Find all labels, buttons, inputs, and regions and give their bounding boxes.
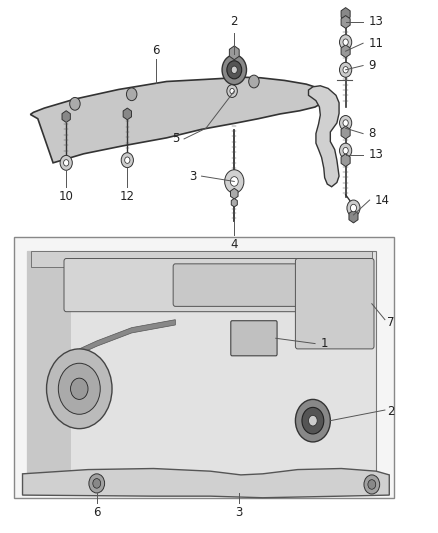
- Polygon shape: [231, 198, 237, 207]
- Circle shape: [343, 120, 348, 126]
- Polygon shape: [79, 320, 175, 354]
- Text: 13: 13: [368, 148, 383, 161]
- Polygon shape: [341, 154, 350, 166]
- Polygon shape: [62, 111, 71, 123]
- FancyBboxPatch shape: [64, 259, 308, 312]
- Text: 5: 5: [172, 132, 180, 146]
- Text: 10: 10: [59, 190, 74, 204]
- Circle shape: [347, 200, 360, 216]
- Circle shape: [339, 143, 352, 158]
- Circle shape: [368, 480, 376, 489]
- Circle shape: [127, 88, 137, 101]
- FancyBboxPatch shape: [231, 321, 277, 356]
- Circle shape: [125, 157, 130, 164]
- Circle shape: [46, 349, 112, 429]
- Circle shape: [60, 156, 72, 170]
- Text: 7: 7: [387, 316, 395, 329]
- Polygon shape: [30, 77, 328, 163]
- Circle shape: [339, 35, 352, 50]
- Polygon shape: [230, 46, 239, 60]
- Circle shape: [339, 116, 352, 131]
- Polygon shape: [341, 7, 350, 20]
- FancyBboxPatch shape: [14, 237, 394, 498]
- Circle shape: [227, 61, 242, 79]
- Circle shape: [222, 55, 247, 85]
- Text: 11: 11: [368, 37, 383, 50]
- Polygon shape: [308, 86, 339, 187]
- Circle shape: [58, 364, 100, 414]
- Circle shape: [227, 85, 237, 98]
- Text: 3: 3: [189, 169, 196, 183]
- Circle shape: [343, 148, 348, 154]
- Text: 1: 1: [320, 337, 328, 350]
- Polygon shape: [22, 469, 389, 498]
- Circle shape: [225, 169, 244, 193]
- Text: 3: 3: [235, 506, 242, 519]
- FancyBboxPatch shape: [173, 264, 308, 306]
- Circle shape: [295, 399, 330, 442]
- Circle shape: [339, 62, 352, 77]
- Polygon shape: [27, 251, 71, 479]
- Circle shape: [364, 475, 380, 494]
- Circle shape: [308, 415, 317, 426]
- Text: 13: 13: [368, 15, 383, 28]
- Polygon shape: [341, 45, 350, 58]
- Circle shape: [343, 67, 348, 73]
- Circle shape: [71, 378, 88, 399]
- Circle shape: [302, 407, 324, 434]
- Circle shape: [231, 66, 237, 74]
- Text: 4: 4: [230, 238, 238, 252]
- Polygon shape: [349, 210, 358, 223]
- FancyBboxPatch shape: [295, 259, 374, 349]
- Text: 6: 6: [93, 506, 100, 519]
- Circle shape: [343, 39, 348, 45]
- Text: 2: 2: [387, 405, 395, 417]
- Circle shape: [70, 98, 80, 110]
- Circle shape: [93, 479, 101, 488]
- FancyBboxPatch shape: [27, 251, 376, 479]
- Text: 12: 12: [120, 190, 135, 204]
- Polygon shape: [31, 251, 372, 266]
- Text: 2: 2: [230, 15, 238, 28]
- Text: 9: 9: [368, 59, 376, 72]
- Polygon shape: [341, 15, 350, 28]
- Text: 6: 6: [152, 44, 159, 56]
- Polygon shape: [341, 126, 350, 139]
- Polygon shape: [230, 188, 238, 199]
- Circle shape: [230, 176, 238, 186]
- Circle shape: [89, 474, 105, 493]
- Circle shape: [350, 204, 357, 212]
- Circle shape: [230, 88, 234, 94]
- Circle shape: [249, 75, 259, 88]
- Text: 8: 8: [368, 127, 376, 140]
- Circle shape: [64, 160, 69, 166]
- Circle shape: [121, 153, 134, 167]
- Polygon shape: [123, 108, 131, 120]
- Text: 14: 14: [375, 193, 390, 207]
